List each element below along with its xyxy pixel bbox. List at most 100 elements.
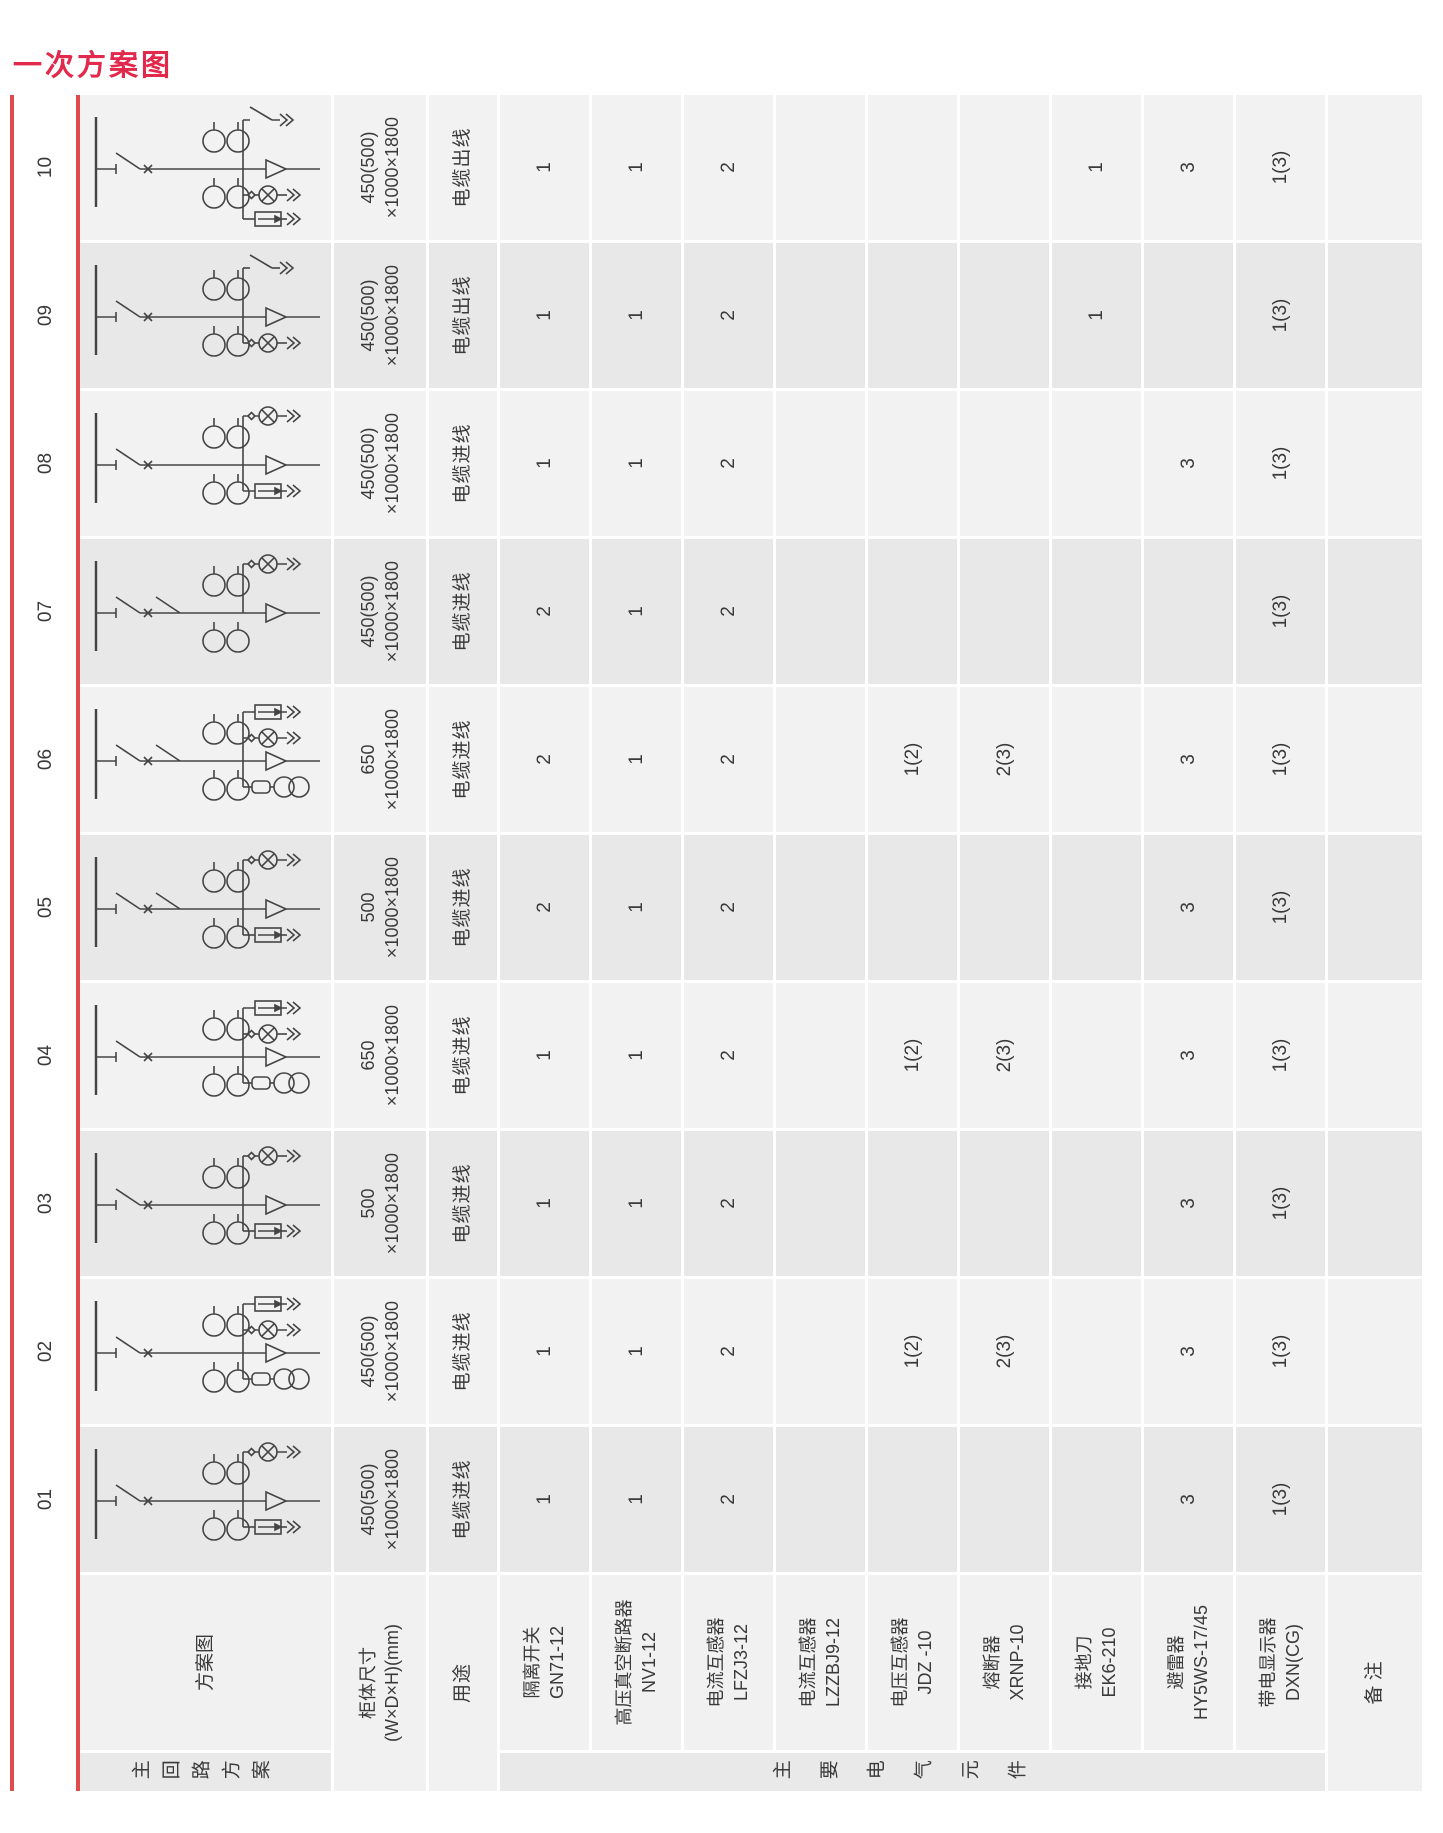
component-count: 1: [592, 1427, 681, 1572]
cabinet-size-value: 450(500) ×1000×1800: [334, 243, 426, 388]
component-count: [960, 243, 1049, 388]
component-count: 2: [684, 983, 773, 1128]
component-count: [1052, 539, 1141, 684]
component-name: 电压互感器: [890, 1617, 911, 1708]
component-count: [1052, 1131, 1141, 1276]
size-line1: 450(500): [357, 279, 378, 352]
component-count: 1: [500, 95, 589, 240]
component-name: 电流互感器: [706, 1617, 727, 1708]
scheme-diagram: [80, 983, 331, 1128]
component-name: 避雷器: [1166, 1635, 1187, 1690]
remark-cell: [1328, 243, 1422, 388]
header-component: 避雷器 HY5WS-17/45: [1144, 1575, 1233, 1750]
component-count: 2: [684, 1427, 773, 1572]
component-count: [776, 983, 865, 1128]
component-count: 1: [500, 243, 589, 388]
cabinet-size-value: 450(500) ×1000×1800: [334, 95, 426, 240]
header-remark: 备 注: [1328, 1575, 1422, 1791]
component-count: [776, 539, 865, 684]
size-line2: ×1000×1800: [382, 1152, 402, 1255]
component-count: 1: [1052, 95, 1141, 240]
component-count: 1(3): [1236, 1427, 1325, 1572]
component-count: [776, 1131, 865, 1276]
header-component: 带电显示器 DXN(CG): [1236, 1575, 1325, 1750]
component-count: [1052, 983, 1141, 1128]
remark-cell: [1328, 1131, 1422, 1276]
group-label-main-components: 主要电气元件: [500, 1753, 1325, 1791]
usage-value: 电缆进线: [429, 1131, 497, 1276]
red-rule-outer: [10, 95, 14, 1791]
component-count: 2: [500, 539, 589, 684]
size-line2: ×1000×1800: [382, 560, 402, 663]
component-count: 3: [1144, 687, 1233, 832]
component-count: 2: [684, 539, 773, 684]
scheme-diagram: [80, 1279, 331, 1424]
component-count: 1(3): [1236, 1131, 1325, 1276]
component-count: 2: [500, 687, 589, 832]
usage-value: 电缆进线: [429, 539, 497, 684]
component-count: [776, 391, 865, 536]
header-component: 接地刀 EK6-210: [1052, 1575, 1141, 1750]
scheme-diagram: [80, 687, 331, 832]
component-name: 带电显示器: [1258, 1617, 1279, 1708]
scheme-number: 05: [35, 896, 57, 919]
component-count: [776, 687, 865, 832]
component-count: [868, 835, 957, 980]
component-count: 2: [500, 835, 589, 980]
component-count: 1(2): [868, 1279, 957, 1424]
component-count: [868, 391, 957, 536]
header-component: 高压真空断路器 NV1-12: [592, 1575, 681, 1750]
usage-value: 电缆进线: [429, 835, 497, 980]
cabinet-size-value: 450(500) ×1000×1800: [334, 539, 426, 684]
page-title: 一次方案图: [13, 50, 174, 82]
single-line-diagram: [94, 850, 320, 949]
single-line-diagram: [94, 406, 320, 505]
component-count: 3: [1144, 1427, 1233, 1572]
scheme-number: 09: [35, 304, 57, 327]
component-count: 2: [684, 391, 773, 536]
scheme-number: 02: [35, 1340, 57, 1363]
component-count: 1: [500, 1427, 589, 1572]
component-count: [868, 539, 957, 684]
component-count: 1: [1052, 243, 1141, 388]
usage-value: 电缆进线: [429, 687, 497, 832]
scheme-number: 10: [35, 156, 57, 179]
component-count: 2(3): [960, 1279, 1049, 1424]
component-count: 1: [500, 1131, 589, 1276]
remark-cell: [1328, 95, 1422, 240]
component-count: 1(3): [1236, 243, 1325, 388]
component-count: 1: [592, 95, 681, 240]
header-component: 隔离开关 GN71-12: [500, 1575, 589, 1750]
component-count: 1: [592, 539, 681, 684]
cabinet-size-value: 500 ×1000×1800: [334, 1131, 426, 1276]
scheme-diagram: [80, 539, 331, 684]
single-line-diagram: [94, 704, 320, 801]
component-count: 1(3): [1236, 983, 1325, 1128]
component-name: 隔离开关: [522, 1626, 543, 1699]
cabinet-size-value: 650 ×1000×1800: [334, 687, 426, 832]
single-line-diagram: [94, 1000, 320, 1097]
scheme-table-rotated-container: 主回路方案 方案图 柜体尺寸 (W×D×H)(mm) 用途 主要电气元件 备 注…: [10, 95, 1425, 1791]
size-line2: ×1000×1800: [382, 1300, 402, 1403]
component-count: [1144, 539, 1233, 684]
component-count: 2(3): [960, 983, 1049, 1128]
header-cabinet-size-line1: 柜体尺寸: [357, 1647, 378, 1719]
component-count: [960, 1131, 1049, 1276]
component-count: 2: [684, 835, 773, 980]
remark-cell: [1328, 835, 1422, 980]
component-count: 1: [500, 983, 589, 1128]
component-count: 1: [592, 835, 681, 980]
component-model: LFZJ3-12: [730, 1623, 751, 1702]
component-count: 1: [592, 1131, 681, 1276]
cabinet-size-value: 450(500) ×1000×1800: [334, 1279, 426, 1424]
component-count: [960, 95, 1049, 240]
size-line1: 450(500): [357, 131, 378, 204]
component-count: [960, 835, 1049, 980]
scheme-number: 07: [35, 600, 57, 623]
component-count: [868, 95, 957, 240]
component-count: 3: [1144, 391, 1233, 536]
component-count: 1(3): [1236, 1279, 1325, 1424]
component-count: 1(3): [1236, 95, 1325, 240]
component-count: 1: [500, 1279, 589, 1424]
component-count: 1: [592, 1279, 681, 1424]
